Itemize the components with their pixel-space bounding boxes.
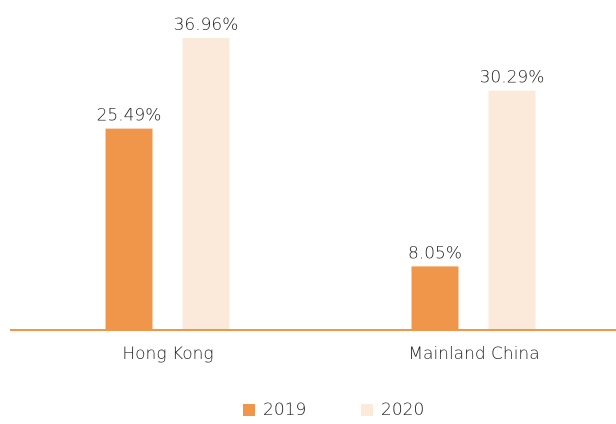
- x-tick-label: Mainland China: [408, 344, 539, 364]
- value-label: 36.96%: [174, 15, 239, 35]
- value-label: 8.05%: [408, 243, 462, 263]
- legend-swatch: [243, 404, 255, 416]
- value-label: 30.29%: [480, 68, 545, 88]
- legend-label: 2019: [263, 400, 306, 420]
- value-label: 25.49%: [97, 106, 162, 126]
- bar: [105, 128, 153, 330]
- legend-swatch: [361, 404, 373, 416]
- bar: [488, 90, 536, 330]
- bar: [182, 38, 230, 330]
- x-tick-label: Hong Kong: [122, 344, 213, 364]
- legend-label: 2020: [381, 400, 424, 420]
- bar: [411, 266, 459, 330]
